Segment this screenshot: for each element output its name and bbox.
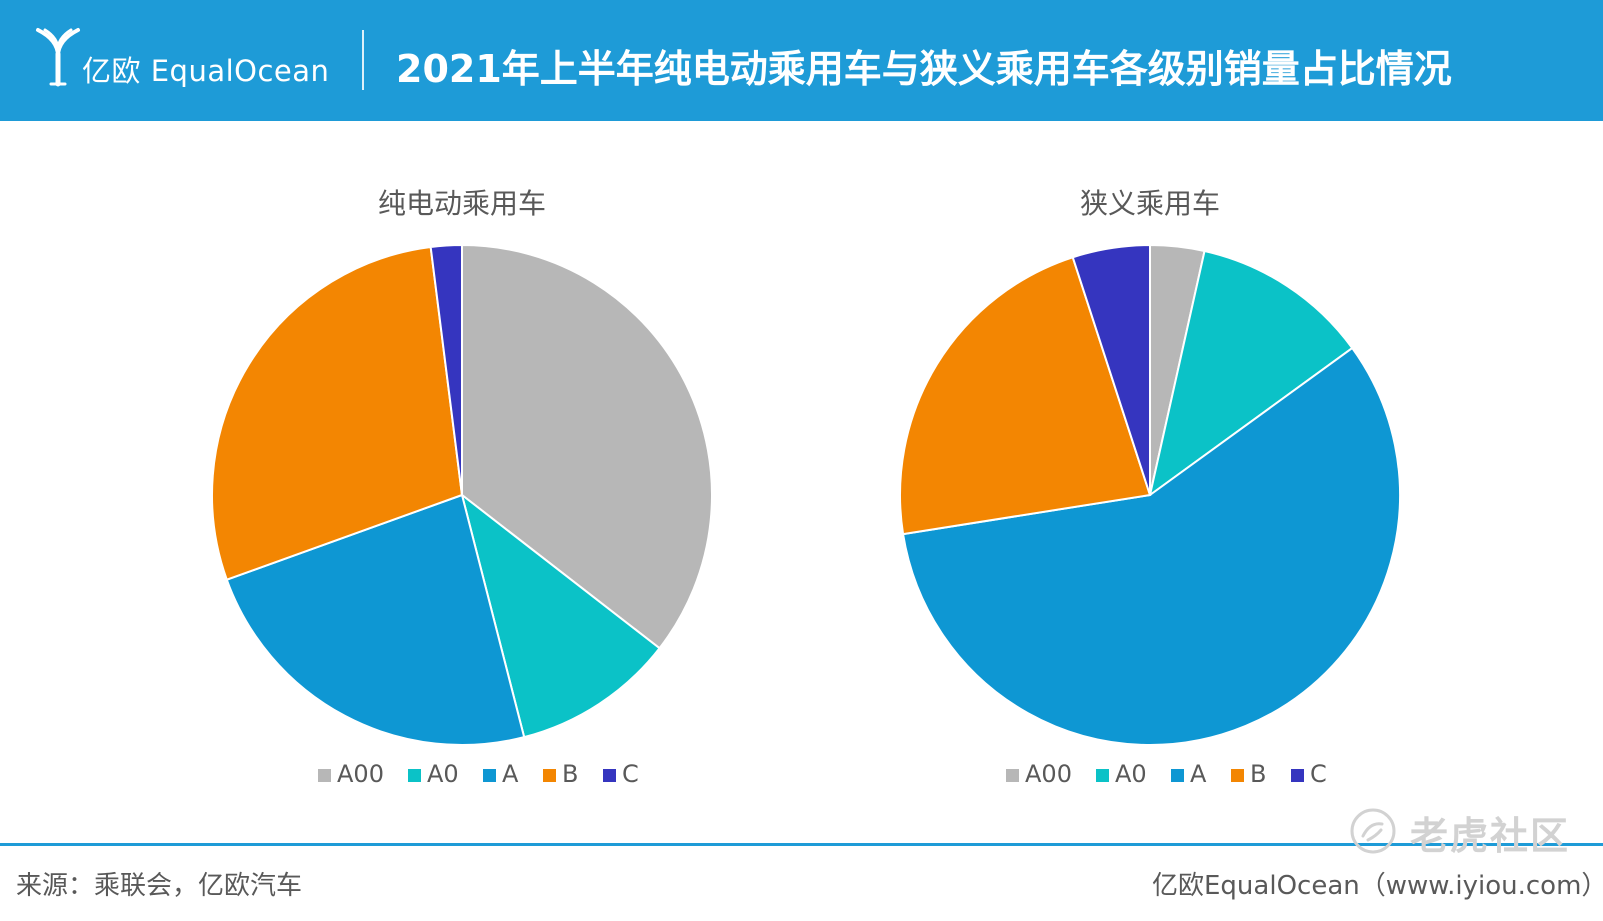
legend-swatch-a xyxy=(483,769,496,782)
header-bar: 亿欧 EqualOcean 2021年上半年纯电动乘用车与狭义乘用车各级别销量占… xyxy=(0,0,1603,121)
pie-slice-a xyxy=(901,346,1402,747)
legend-swatch-c xyxy=(603,769,616,782)
legend-swatch-c xyxy=(1291,769,1304,782)
watermark-text: 老虎社区 xyxy=(1410,814,1571,858)
pie-slice-b xyxy=(211,245,464,581)
page-title: 2021年上半年纯电动乘用车与狭义乘用车各级别销量占比情况 xyxy=(396,47,1452,91)
legend-swatch-a0 xyxy=(408,769,421,782)
legend-swatch-b xyxy=(543,769,556,782)
legend-label-a: A xyxy=(502,760,519,788)
watermark-icon xyxy=(1350,808,1396,854)
legend-label-a00: A00 xyxy=(337,760,384,788)
pie-slice-c xyxy=(1071,243,1151,496)
source-note: 来源：乘联会，亿欧汽车 xyxy=(16,871,303,901)
pie-slice-a0 xyxy=(1148,249,1354,498)
legend-label-c: C xyxy=(1310,760,1327,788)
legend-label-a0: A0 xyxy=(427,760,459,788)
pie-slice-a00 xyxy=(461,243,713,650)
pie-slice-b xyxy=(899,255,1152,536)
legend-label-a0: A0 xyxy=(1115,760,1147,788)
legend-label-b: B xyxy=(1250,760,1266,788)
legend-label-a: A xyxy=(1190,760,1207,788)
pie-slice-a0 xyxy=(460,492,661,739)
footer-divider xyxy=(0,843,1603,846)
legend-swatch-a xyxy=(1171,769,1184,782)
equalocean-logo-icon xyxy=(36,28,80,87)
legend-swatch-a00 xyxy=(318,769,331,782)
legend-swatch-b xyxy=(1231,769,1244,782)
pie-slice-a xyxy=(225,493,526,747)
pie-slice-c xyxy=(429,243,463,496)
pie-chart-1: 纯电动乘用车 A00 A0 A B C xyxy=(211,187,713,788)
chart-legend: A00 A0 A B C xyxy=(1006,760,1327,788)
legend-swatch-a00 xyxy=(1006,769,1019,782)
legend-swatch-a0 xyxy=(1096,769,1109,782)
chart-title: 狭义乘用车 xyxy=(1080,187,1220,220)
chart-title: 纯电动乘用车 xyxy=(378,187,546,220)
chart-legend: A00 A0 A B C xyxy=(318,760,639,788)
credit-note: 亿欧EqualOcean（www.iyiou.com） xyxy=(1152,871,1603,901)
pie-chart-2: 狭义乘用车 A00 A0 A B C xyxy=(899,187,1402,788)
legend-label-a00: A00 xyxy=(1025,760,1072,788)
brand-name: 亿欧 EqualOcean xyxy=(82,54,330,88)
legend-label-b: B xyxy=(562,760,578,788)
header-divider xyxy=(362,30,364,90)
pie-charts: 纯电动乘用车 A00 A0 A B C 狭义乘用车 A00 A0 A B C xyxy=(211,187,1402,788)
legend-label-c: C xyxy=(622,760,639,788)
